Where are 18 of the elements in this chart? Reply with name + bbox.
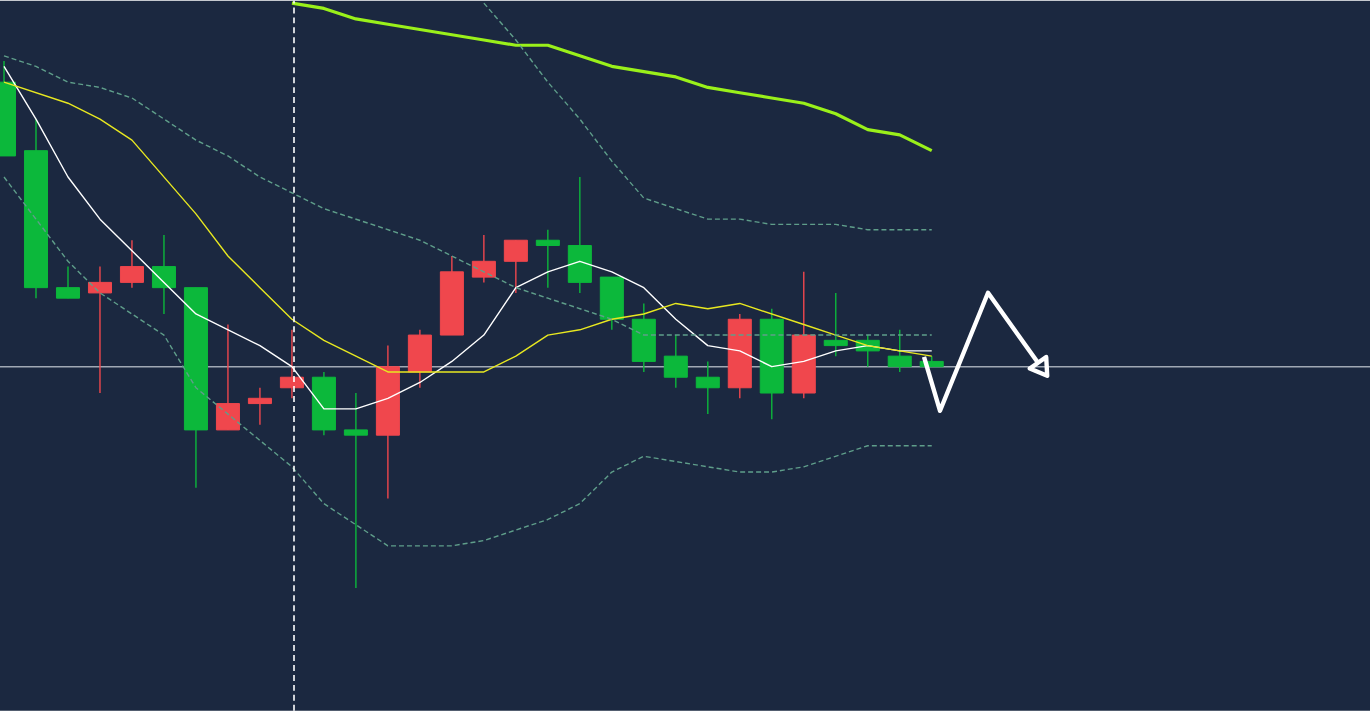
candlestick — [823, 292, 848, 358]
candlestick — [663, 334, 688, 389]
candlestick — [503, 239, 528, 294]
candlestick — [407, 329, 432, 389]
candlestick — [215, 324, 240, 431]
candlestick — [599, 276, 624, 331]
candlestick — [887, 329, 912, 373]
candlestick — [343, 392, 368, 589]
candlestick — [631, 302, 656, 373]
candlestick — [567, 176, 592, 294]
candlestick — [247, 387, 272, 426]
candlestick — [55, 266, 81, 300]
candlestick — [87, 266, 112, 394]
candlestick — [151, 234, 176, 315]
candlestick — [471, 234, 496, 284]
candlestick — [119, 239, 144, 289]
candlestick — [695, 360, 720, 415]
candlestick — [535, 229, 560, 289]
